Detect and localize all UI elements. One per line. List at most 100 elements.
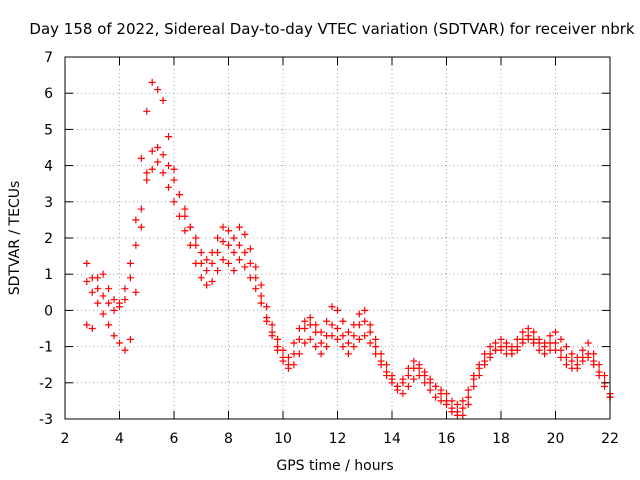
data-point-track-a bbox=[344, 328, 352, 336]
data-point-track-c bbox=[524, 335, 532, 343]
data-point-track-c bbox=[355, 335, 363, 343]
data-point-track-a bbox=[230, 234, 238, 242]
data-point-track-a bbox=[148, 78, 156, 86]
data-point-track-a bbox=[290, 339, 298, 347]
data-point-track-b bbox=[334, 325, 341, 332]
data-point-track-c bbox=[562, 361, 570, 369]
data-point-track-a bbox=[192, 234, 200, 242]
y-tick-label: 6 bbox=[44, 86, 53, 102]
data-point-track-c bbox=[344, 350, 352, 358]
data-point-track-b bbox=[464, 401, 472, 409]
data-point-track-c bbox=[377, 361, 385, 369]
data-point-track-b bbox=[344, 339, 352, 347]
data-point-track-c bbox=[105, 285, 113, 293]
data-point-track-b bbox=[448, 408, 456, 416]
data-point-track-b bbox=[137, 223, 145, 231]
data-point-track-c bbox=[143, 176, 151, 184]
data-point-track-b bbox=[110, 332, 118, 340]
data-point-track-c bbox=[415, 364, 423, 372]
data-point-track-b bbox=[154, 144, 162, 151]
data-point-track-a bbox=[143, 107, 151, 115]
data-point-track-a bbox=[301, 317, 309, 325]
data-point-track-c bbox=[421, 372, 429, 380]
y-tick-label: 2 bbox=[44, 231, 53, 247]
data-point-track-a bbox=[584, 339, 592, 347]
y-tick-label: 7 bbox=[44, 50, 53, 66]
data-point-track-b bbox=[143, 169, 151, 177]
data-point-track-c bbox=[83, 321, 91, 329]
y-tick-label: 4 bbox=[44, 159, 53, 175]
data-point-track-b bbox=[170, 176, 178, 184]
x-axis-label: GPS time / hours bbox=[276, 458, 393, 474]
data-point-track-b bbox=[301, 325, 309, 332]
data-point-track-b bbox=[437, 397, 445, 405]
data-point-track-a bbox=[486, 343, 494, 351]
data-point-track-c bbox=[159, 169, 167, 177]
data-point-track-c bbox=[306, 335, 314, 343]
data-point-track-b bbox=[541, 343, 549, 351]
data-point-track-c bbox=[443, 390, 450, 398]
data-point-track-c bbox=[137, 205, 145, 213]
data-point-track-a bbox=[165, 133, 173, 141]
data-point-track-c bbox=[192, 259, 200, 267]
data-point-track-b bbox=[121, 346, 129, 354]
data-point-track-b bbox=[312, 328, 320, 336]
data-point-track-c bbox=[154, 158, 162, 166]
data-point-track-c bbox=[481, 357, 489, 365]
data-point-track-a bbox=[497, 335, 505, 343]
y-axis-label: SDTVAR / TECUs bbox=[7, 181, 23, 296]
data-point-track-a bbox=[252, 263, 260, 271]
data-point-track-a bbox=[137, 154, 145, 162]
x-tick-label: 16 bbox=[438, 431, 456, 447]
data-point-track-a bbox=[492, 339, 500, 347]
data-point-track-c bbox=[470, 372, 478, 380]
data-point-track-a bbox=[410, 357, 418, 365]
data-point-track-a bbox=[557, 335, 565, 343]
data-point-track-a bbox=[268, 321, 276, 329]
data-point-track-b bbox=[94, 299, 102, 307]
x-tick-label: 2 bbox=[61, 431, 70, 447]
data-point-track-c bbox=[334, 335, 341, 343]
data-point-track-a bbox=[159, 96, 167, 104]
data-point-track-c bbox=[361, 332, 369, 340]
data-point-track-c bbox=[393, 382, 401, 390]
data-point-track-c bbox=[579, 357, 587, 365]
data-point-track-c bbox=[203, 281, 211, 289]
data-point-track-a bbox=[246, 245, 254, 253]
data-point-track-b bbox=[225, 241, 232, 249]
data-point-track-c bbox=[132, 241, 140, 249]
data-point-track-b bbox=[214, 248, 222, 256]
data-point-track-c bbox=[399, 379, 407, 387]
data-point-track-c bbox=[595, 372, 603, 380]
data-point-track-a bbox=[105, 299, 113, 307]
data-point-track-c bbox=[486, 350, 494, 358]
data-point-track-c bbox=[274, 346, 282, 354]
data-point-track-b bbox=[459, 411, 467, 419]
data-point-track-c bbox=[208, 277, 216, 285]
data-point-track-a bbox=[214, 234, 222, 242]
data-point-track-a bbox=[197, 248, 205, 256]
data-point-track-b bbox=[105, 321, 113, 329]
data-point-track-b bbox=[426, 386, 434, 394]
data-point-track-a bbox=[257, 281, 265, 289]
data-point-track-a bbox=[328, 303, 336, 311]
data-point-track-c bbox=[519, 339, 527, 347]
data-point-track-b bbox=[148, 147, 156, 155]
data-point-track-b bbox=[235, 241, 243, 249]
data-point-track-b bbox=[350, 332, 358, 340]
y-tick-label: -3 bbox=[39, 412, 53, 428]
data-point-track-c bbox=[219, 256, 227, 264]
data-point-track-b bbox=[186, 223, 194, 231]
x-tick-label: 4 bbox=[115, 431, 124, 447]
data-point-track-b bbox=[355, 321, 363, 329]
data-point-track-c bbox=[175, 212, 183, 220]
data-point-track-c bbox=[513, 346, 521, 354]
data-point-track-c bbox=[110, 296, 118, 304]
data-point-track-b bbox=[328, 321, 336, 329]
data-points bbox=[83, 78, 614, 419]
data-point-track-c bbox=[366, 339, 374, 347]
data-point-track-b bbox=[470, 382, 478, 390]
x-tick-label: 14 bbox=[383, 431, 401, 447]
data-point-track-c bbox=[530, 339, 538, 347]
